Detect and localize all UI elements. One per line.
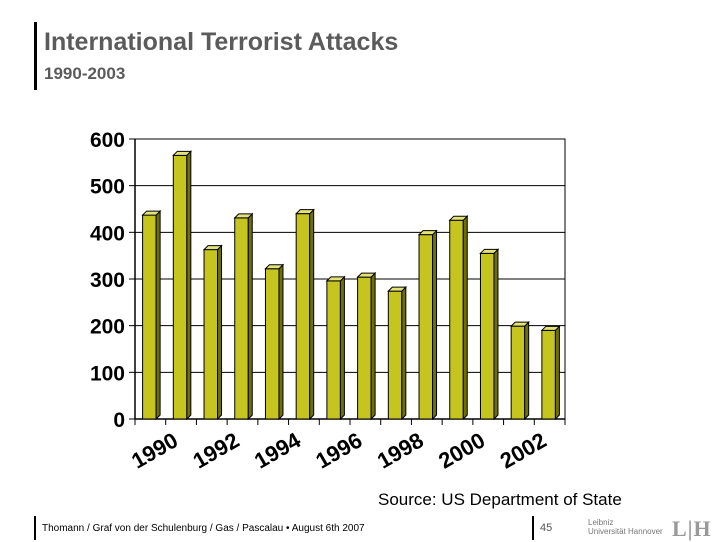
y-tick-label: 600 — [90, 129, 125, 152]
bar-2003 — [540, 325, 561, 421]
bar-side — [524, 320, 530, 421]
bar-front — [326, 280, 341, 420]
university-logo-text: Leibniz Universität Hannover — [588, 518, 663, 536]
y-tick-label: 0 — [113, 409, 125, 432]
bar-top — [172, 150, 193, 156]
page-accent-bar — [532, 516, 534, 540]
x-tick-label: 2002 — [496, 427, 551, 473]
bar-front — [449, 219, 464, 420]
bar-front — [295, 213, 311, 420]
bar-front — [357, 276, 372, 420]
bar-side — [155, 209, 161, 421]
bar-side — [217, 244, 223, 421]
x-tick-label: 1996 — [311, 427, 366, 473]
slide-subtitle: 1990-2003 — [44, 64, 126, 83]
y-tick-label: 100 — [90, 362, 125, 385]
bar-top — [448, 215, 469, 221]
bar-top — [141, 210, 162, 216]
bar-front — [541, 329, 556, 420]
bar-front — [387, 290, 403, 420]
bar-top — [294, 209, 315, 215]
bar-side — [493, 248, 499, 421]
bar-front — [418, 234, 434, 420]
x-tick-label: 1994 — [250, 427, 306, 474]
bar-top — [233, 213, 254, 219]
bar-1993 — [233, 212, 254, 421]
bar-front — [264, 268, 280, 420]
bar-side — [186, 150, 192, 421]
y-tick-label: 200 — [90, 316, 125, 339]
bar-front — [172, 154, 188, 420]
bar-top — [356, 272, 377, 278]
bar-1998 — [387, 285, 408, 421]
bar-top — [325, 276, 346, 282]
bar-top — [417, 230, 438, 236]
bar-1994 — [264, 263, 285, 421]
bar-1996 — [325, 275, 346, 421]
bar-top — [264, 264, 285, 270]
bar-side — [462, 214, 468, 421]
footer-accent-bar — [34, 516, 36, 540]
bar-front — [479, 252, 495, 420]
bar-top — [479, 248, 500, 254]
y-tick-label: 500 — [90, 176, 125, 199]
x-tick-label: 2000 — [434, 427, 489, 473]
bar-front — [510, 325, 526, 420]
bar-side — [554, 325, 560, 421]
page-number: 45 — [540, 522, 553, 534]
bar-side — [309, 208, 315, 421]
bar-top — [387, 286, 408, 292]
bar-1997 — [356, 271, 377, 421]
bar-side — [432, 229, 438, 421]
bar-side — [370, 271, 376, 421]
bar-2001 — [479, 248, 500, 421]
title-accent-bar — [34, 22, 37, 90]
bar-1991 — [172, 150, 193, 421]
logo-line-2: Universität Hannover — [588, 527, 663, 536]
bar-side — [339, 275, 345, 421]
bar-front — [234, 217, 249, 420]
x-tick-label: 1990 — [127, 427, 182, 473]
y-tick-label: 400 — [90, 222, 125, 245]
bar-front — [142, 214, 157, 420]
bar-1995 — [294, 208, 315, 421]
bar-1992 — [202, 244, 223, 421]
university-logo-mark: L|H — [672, 516, 712, 541]
logo-line-1: Leibniz — [588, 518, 614, 527]
bar-front — [203, 249, 219, 420]
bar-side — [278, 263, 284, 421]
chart-gridlines — [134, 138, 566, 420]
bar-side — [247, 212, 253, 421]
bar-1990 — [141, 209, 162, 421]
x-tick-label: 1992 — [189, 427, 244, 473]
source-note: Source: US Department of State — [378, 490, 622, 509]
bar-2000 — [448, 214, 469, 421]
bar-top — [540, 325, 561, 331]
bar-2002 — [509, 320, 530, 421]
bar-side — [401, 285, 407, 421]
bar-top — [509, 321, 530, 327]
y-tick-label: 300 — [90, 269, 125, 292]
bar-top — [202, 245, 223, 251]
footer-text: Thomann / Graf von der Schulenburg / Gas… — [42, 523, 365, 534]
x-tick-label: 1998 — [373, 427, 428, 473]
bar-1999 — [417, 229, 438, 421]
slide-title: International Terrorist Attacks — [44, 28, 399, 56]
chart-bars — [141, 150, 561, 421]
